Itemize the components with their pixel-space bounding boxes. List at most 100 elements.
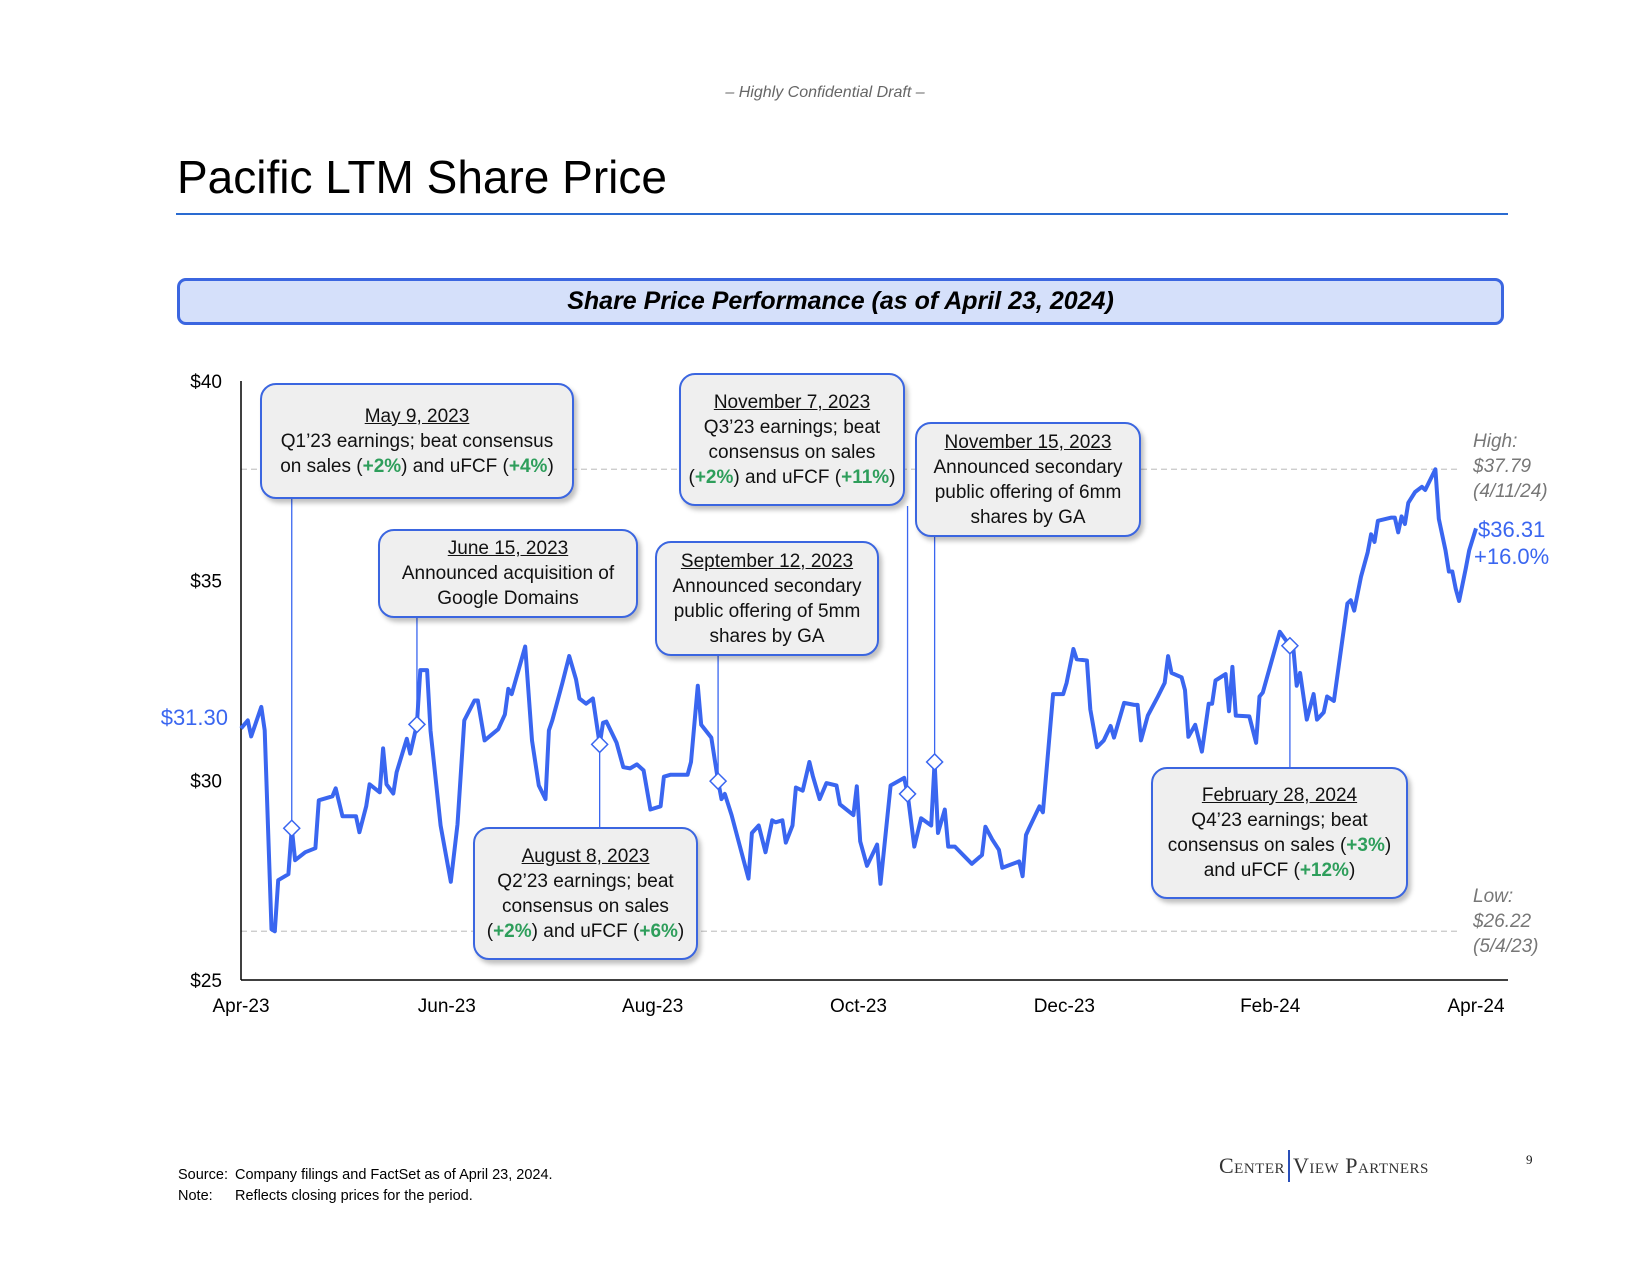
callout-text-line: Announced acquisition of	[402, 561, 614, 586]
high-value: $37.79	[1472, 456, 1532, 477]
callout-date: June 15, 2023	[447, 538, 569, 559]
callout-text-line: (+2%) and uFCF (+11%)	[689, 465, 896, 490]
callout-text-line: shares by GA	[970, 505, 1085, 530]
start-price-label: $31.30	[161, 705, 228, 730]
callout-text: )	[677, 920, 685, 942]
y-tick-label: $25	[190, 971, 222, 992]
callout-text: (	[486, 920, 494, 942]
callout-text: Q3’23 earnings; beat	[703, 416, 881, 438]
callout-date: November 7, 2023	[713, 391, 871, 413]
y-tick-label: $40	[190, 372, 222, 393]
callout-august-8-2023: August 8, 2023 Q2’23 earnings; beat consen…	[473, 827, 698, 960]
note-label: Note:	[178, 1188, 213, 1204]
callout-september-12-2023: September 12, 2023 Announced secondary pub…	[655, 541, 879, 656]
page-number: 9	[1526, 1152, 1533, 1167]
callout-text-line: (+2%) and uFCF (+6%)	[487, 919, 684, 944]
callout-metric-value: +2%	[694, 466, 734, 488]
x-tick-label: Oct-23	[830, 996, 887, 1017]
callout-date: September 12, 2023	[680, 550, 854, 572]
callout-text-line: Q1’23 earnings; beat consensus	[281, 429, 554, 454]
callout-text: )	[889, 466, 896, 488]
callout-text-line: consensus on sales	[502, 894, 669, 919]
callout-text-line: Announced secondary	[672, 574, 861, 599]
callout-text-line: Announced secondary	[933, 455, 1122, 480]
high-date: (4/11/24)	[1473, 481, 1548, 502]
note-text: Reflects closing prices for the period.	[235, 1188, 473, 1204]
callout-date: May 9, 2023	[364, 405, 470, 427]
callout-metric-value: +11%	[841, 466, 890, 488]
callout-text: Announced acquisition of	[401, 563, 615, 584]
callout-text: ) and uFCF (	[733, 466, 842, 488]
callout-text: public offering of 6mm	[934, 481, 1122, 503]
logo-divider	[1288, 1150, 1290, 1182]
high-label: High:	[1473, 431, 1517, 452]
event-marker-diamond-icon	[709, 772, 728, 791]
callout-text: on sales (	[280, 455, 363, 477]
callout-text-line: on sales (+2%) and uFCF (+4%)	[280, 454, 554, 479]
callout-february-28-2024: February 28, 2024 Q4’23 earnings; beat con…	[1151, 767, 1408, 899]
callout-text: Announced secondary	[672, 575, 862, 597]
x-tick-label: Apr-24	[1447, 996, 1504, 1017]
callout-text: Q2’23 earnings; beat	[497, 870, 674, 892]
callout-date: November 15, 2023	[944, 431, 1112, 453]
callout-text: (	[688, 466, 695, 488]
callout-text: Q1’23 earnings; beat consensus	[280, 430, 554, 452]
current-price-label: $36.31	[1478, 517, 1545, 542]
callout-text: consensus on sales	[708, 441, 876, 463]
event-marker-diamond-icon	[898, 784, 917, 803]
callout-text: )	[1384, 835, 1392, 856]
x-tick-label: Aug-23	[622, 996, 683, 1017]
callout-text: consensus on sales	[502, 895, 669, 917]
callout-text-line: Q4’23 earnings; beat	[1191, 808, 1367, 833]
event-marker-diamond-icon	[407, 715, 427, 734]
callout-text: )	[1348, 860, 1356, 881]
logo-text-right: View Partners	[1293, 1153, 1429, 1178]
x-tick-label: Apr-23	[212, 996, 269, 1017]
source-text: Company filings and FactSet as of April …	[235, 1167, 553, 1183]
x-tick-label: Jun-23	[418, 996, 476, 1017]
event-marker-diamond-icon	[590, 735, 609, 754]
logo-text-left: Center	[1219, 1153, 1285, 1178]
title-rule	[176, 213, 1508, 215]
callout-text-line: Google Domains	[437, 586, 579, 611]
callout-text-line: public offering of 6mm	[935, 480, 1122, 505]
callout-november-15-2023: November 15, 2023 Announced secondary publ…	[915, 422, 1141, 537]
page-title: Pacific LTM Share Price	[177, 151, 667, 203]
x-tick-label: Dec-23	[1034, 996, 1095, 1017]
event-marker-diamond-icon	[282, 819, 301, 838]
y-tick-label: $35	[190, 572, 222, 593]
low-label: Low:	[1473, 886, 1513, 907]
callout-text: and uFCF (	[1203, 860, 1300, 881]
callout-text: ) and uFCF (	[531, 920, 640, 942]
centerview-logo: Center View Partners	[1219, 1150, 1429, 1182]
callout-metric-value: +3%	[1346, 835, 1385, 856]
low-value: $26.22	[1472, 911, 1532, 932]
callout-text-line: Q2’23 earnings; beat	[497, 869, 673, 894]
callout-metric-value: +4%	[508, 455, 548, 477]
callout-text-line: public offering of 5mm	[674, 599, 861, 624]
callout-text: public offering of 5mm	[673, 600, 861, 622]
low-date: (5/4/23)	[1473, 936, 1538, 957]
callout-text: shares by GA	[709, 625, 825, 647]
callout-text: Q4’23 earnings; beat	[1191, 810, 1368, 831]
callout-text-line: and uFCF (+12%)	[1204, 858, 1356, 883]
callout-text: ) and uFCF (	[401, 455, 509, 477]
callout-metric-value: +2%	[493, 920, 532, 942]
x-tick-label: Feb-24	[1240, 996, 1301, 1017]
confidential-label: – Highly Confidential Draft –	[725, 84, 925, 101]
share-price-line	[239, 467, 1478, 934]
event-marker-diamond-icon	[1280, 636, 1299, 655]
callout-may-9-2023: May 9, 2023 Q1’23 earnings; beat consensu…	[260, 383, 574, 499]
callout-text: shares by GA	[970, 506, 1086, 528]
callout-metric-value: +12%	[1299, 860, 1349, 881]
chart-banner: Share Price Performance (as of April 23,…	[177, 278, 1504, 325]
callout-metric-value: +2%	[362, 455, 402, 477]
callout-text: Google Domains	[437, 588, 579, 609]
callout-text-line: shares by GA	[709, 624, 824, 649]
source-note: Source: Company filings and FactSet as of…	[178, 1165, 553, 1207]
y-tick-label: $30	[190, 771, 222, 792]
source-label: Source:	[178, 1167, 228, 1183]
callout-text-line: consensus on sales	[709, 440, 876, 465]
callout-metric-value: +6%	[639, 920, 678, 942]
